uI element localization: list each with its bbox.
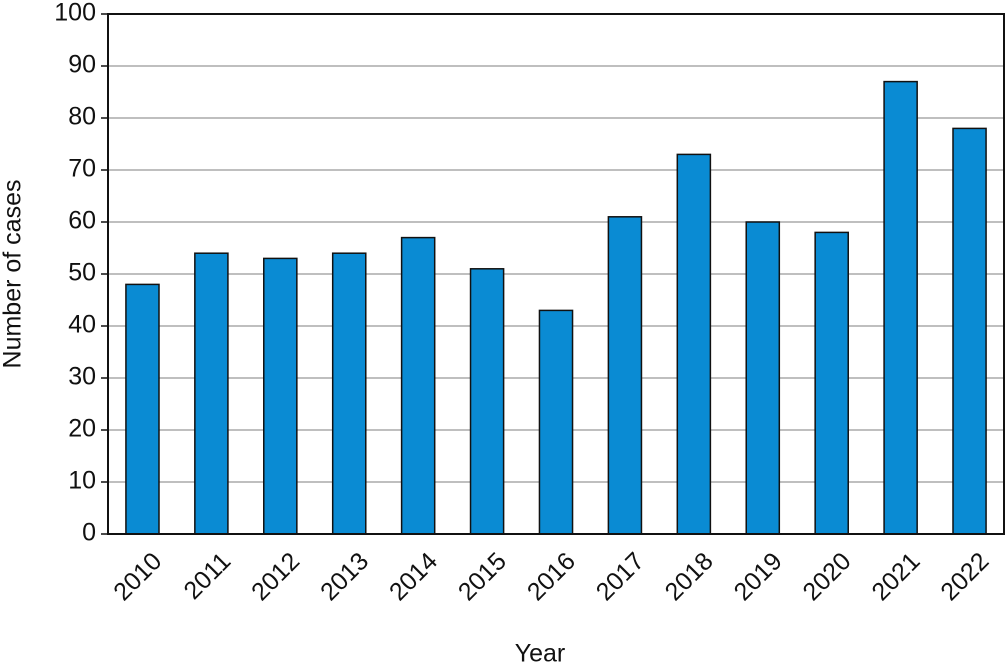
y-tick-label: 20 xyxy=(68,415,96,443)
bar xyxy=(676,153,712,535)
x-tick-label: 2018 xyxy=(660,547,719,606)
x-tick-label: 2015 xyxy=(453,547,512,606)
bar xyxy=(538,309,574,535)
bar xyxy=(331,252,367,535)
bar xyxy=(125,283,160,535)
x-tick-label: 2013 xyxy=(315,547,374,606)
bar xyxy=(883,80,918,535)
bar xyxy=(263,257,298,535)
bar xyxy=(952,127,987,535)
y-tick-label: 80 xyxy=(68,103,96,131)
x-tick-label: 2017 xyxy=(591,547,650,606)
plot-frame xyxy=(107,13,1005,535)
y-tick-label: 60 xyxy=(68,207,96,235)
bar xyxy=(814,231,849,535)
x-axis-label: Year xyxy=(515,640,566,666)
y-axis-label: Number of cases xyxy=(0,180,27,369)
bar xyxy=(194,252,229,535)
y-tick-label: 50 xyxy=(68,259,96,287)
y-tick-label: 0 xyxy=(82,519,96,547)
x-tick-label: 2022 xyxy=(935,547,994,606)
y-tick-label: 10 xyxy=(68,467,96,495)
bar xyxy=(400,236,436,535)
y-tick-label: 90 xyxy=(68,51,96,79)
x-tick-label: 2011 xyxy=(178,547,236,605)
x-tick-label: 2020 xyxy=(797,547,856,606)
bar xyxy=(607,216,643,535)
y-tick-label: 40 xyxy=(68,311,96,339)
y-tick-label: 100 xyxy=(54,0,96,27)
bar xyxy=(745,221,781,535)
x-tick-label: 2019 xyxy=(729,547,788,606)
y-tick-label: 30 xyxy=(68,363,96,391)
x-tick-label: 2014 xyxy=(384,547,443,606)
x-tick-label: 2016 xyxy=(522,547,581,606)
x-tick-label: 2012 xyxy=(246,547,305,606)
y-tick-label: 70 xyxy=(68,155,96,183)
bar xyxy=(469,268,505,535)
x-tick-label: 2021 xyxy=(866,547,925,606)
x-tick-label: 2010 xyxy=(108,547,167,606)
